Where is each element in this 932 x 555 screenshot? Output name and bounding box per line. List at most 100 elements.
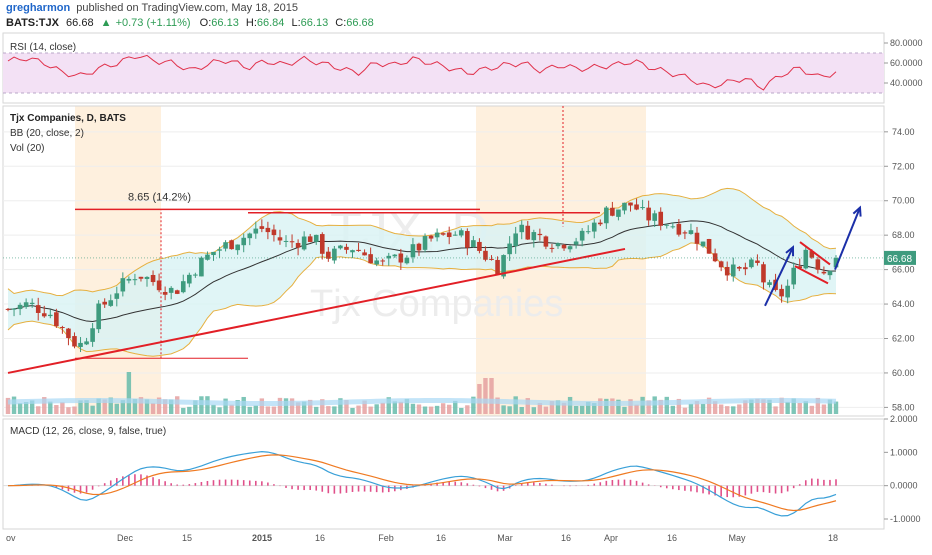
- candle-body: [543, 236, 549, 247]
- volume-bar: [670, 405, 676, 414]
- candle-body: [199, 257, 204, 277]
- volume-bar: [416, 404, 422, 414]
- volume-bar: [821, 404, 827, 414]
- candle-body: [755, 260, 760, 263]
- macd-tick-label: -1.0000: [890, 514, 921, 524]
- symbol-line: BATS:TJX 66.68 ▲ +0.73 (+1.11%) O:66.13 …: [6, 17, 374, 29]
- candle-body: [434, 232, 440, 238]
- volume-bar: [410, 403, 416, 414]
- volume-bar: [193, 400, 198, 414]
- candle-body: [646, 207, 651, 221]
- price-tick-label: 70.00: [892, 196, 915, 206]
- candle-body: [108, 300, 114, 306]
- volume-bar: [326, 406, 331, 414]
- last-price: 66.68: [66, 17, 94, 29]
- candle-body: [150, 274, 156, 283]
- volume-bar: [5, 397, 11, 414]
- volume-bar: [440, 403, 446, 414]
- signal-line: [7, 454, 837, 512]
- candle-body: [628, 202, 633, 206]
- volume-bar: [682, 407, 688, 414]
- volume-bar: [604, 398, 609, 414]
- candle-body: [180, 281, 186, 293]
- volume-bar: [199, 396, 204, 414]
- candle-body: [537, 233, 543, 236]
- candle-body: [132, 279, 138, 281]
- candle-body: [507, 243, 512, 255]
- macd-tick-label: 1.0000: [890, 447, 918, 457]
- volume-bar: [380, 402, 385, 414]
- candle-body: [446, 232, 452, 238]
- volume-bar: [289, 398, 295, 414]
- volume-bar: [586, 401, 591, 414]
- volume-bar: [314, 406, 319, 414]
- header-line: gregharmon published on TradingView.com,…: [6, 2, 298, 14]
- candle-body: [259, 226, 265, 229]
- candle-body: [561, 244, 567, 249]
- candle-body: [72, 336, 77, 347]
- highlight-zone-1: [75, 106, 161, 416]
- close-value: 66.68: [346, 17, 374, 29]
- candle-body: [676, 223, 682, 235]
- close-label: C:: [335, 17, 346, 29]
- candle-body: [386, 255, 392, 259]
- candle-body: [174, 290, 180, 294]
- candle-body: [604, 207, 609, 224]
- volume-bar: [718, 404, 724, 414]
- volume-ma-line: [7, 398, 837, 407]
- bb-label: BB (20, close, 2): [10, 128, 84, 139]
- x-tick-label: 15: [182, 533, 192, 543]
- candle-body: [519, 224, 525, 233]
- candle-body: [712, 253, 718, 262]
- volume-bar: [96, 398, 101, 414]
- symbol: BATS:TJX: [6, 17, 60, 29]
- volume-bar: [634, 404, 639, 414]
- candle-body: [319, 234, 325, 254]
- candle-body: [531, 232, 537, 241]
- author-link[interactable]: gregharmon: [6, 2, 70, 14]
- candle-body: [688, 230, 694, 235]
- volume-bar: [773, 406, 778, 414]
- candle-body: [616, 209, 621, 217]
- x-tick-label: 18: [828, 533, 838, 543]
- candle-body: [344, 246, 349, 250]
- candle-body: [265, 227, 271, 233]
- volume-bar: [108, 397, 113, 414]
- candle-body: [585, 231, 591, 233]
- volume-bar: [434, 405, 440, 414]
- x-tick-label: Dec: [117, 533, 134, 543]
- volume-bar: [761, 399, 766, 414]
- candle-body: [797, 266, 803, 269]
- volume-bar: [598, 398, 603, 414]
- volume-bar: [42, 397, 47, 414]
- volume-bar: [217, 407, 222, 414]
- candle-body: [66, 328, 71, 339]
- change-icon: ▲: [101, 17, 112, 29]
- volume-bars: [5, 372, 839, 414]
- candle-body: [90, 328, 95, 342]
- volume-bar: [223, 398, 228, 414]
- candle-body: [495, 259, 500, 275]
- volume-bar: [102, 399, 107, 414]
- candle-body: [114, 293, 120, 299]
- candle-body: [350, 250, 355, 253]
- volume-bar: [694, 401, 700, 414]
- volume-bar: [749, 399, 754, 414]
- volume-bar: [60, 402, 65, 414]
- candle-body: [368, 254, 373, 264]
- volume-bar: [247, 406, 252, 414]
- price-tick-label: 64.00: [892, 299, 915, 309]
- volume-bar: [150, 403, 156, 414]
- volume-bar: [307, 399, 313, 414]
- rsi-line: [7, 54, 837, 91]
- volume-bar: [72, 406, 77, 414]
- candle-body: [229, 240, 234, 250]
- candle-body: [622, 202, 627, 211]
- bb-basis-line: [7, 220, 837, 323]
- volume-bar: [66, 407, 71, 414]
- candle-body: [549, 247, 555, 249]
- candle-body: [29, 302, 35, 305]
- published-text: published on TradingView.com, May 18, 20…: [76, 2, 298, 14]
- candle-body: [398, 253, 404, 263]
